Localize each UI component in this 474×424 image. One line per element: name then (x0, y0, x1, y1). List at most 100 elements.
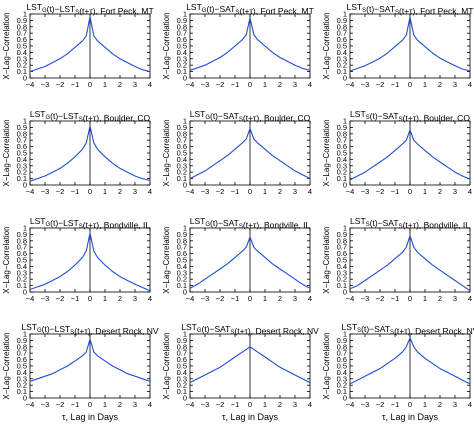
y-tick-label: 0.6 (337, 249, 347, 258)
y-tick-label: 0.6 (17, 35, 27, 44)
y-tick-label: 1 (23, 224, 27, 233)
y-tick-label: 0.3 (337, 54, 347, 63)
y-axis-label: X−Lag−Correlation (322, 12, 331, 79)
x-tick-label: 0 (88, 187, 92, 196)
panel-title: LSTS(t)−SATS(t+τ), Fort Peck, MT (347, 2, 474, 16)
x-tick-label: −2 (56, 294, 65, 303)
x-tick-label: 3 (453, 187, 457, 196)
x-tick-label: 2 (278, 400, 282, 409)
y-tick-label: 0.4 (337, 155, 347, 164)
panel-title: LSTG(t)−SATS(t+τ), Bondville, IL (190, 216, 311, 230)
y-tick-label: 0.8 (17, 236, 27, 245)
x-tick-label: −4 (346, 294, 355, 303)
y-tick-label: 0.3 (17, 54, 27, 63)
x-tick-label: 3 (293, 187, 297, 196)
y-tick-label: 0.5 (17, 362, 27, 371)
y-tick-label: 0.9 (177, 16, 187, 25)
x-tick-label: −3 (361, 187, 370, 196)
y-tick-label: 0.1 (177, 67, 187, 76)
y-tick-label: 0.2 (177, 275, 187, 284)
x-tick-label: 2 (438, 187, 442, 196)
y-axis-label: X−Lag−Correlation (2, 119, 11, 186)
y-tick-label: 0.8 (17, 342, 27, 351)
y-tick-label: 0.1 (177, 174, 187, 183)
y-tick-label: 0.4 (17, 48, 27, 57)
y-tick-label: 0.3 (17, 268, 27, 277)
x-tick-label: 1 (263, 80, 267, 89)
x-axis-label: τ, Lag in Days (222, 412, 279, 422)
y-tick-label: 0.8 (337, 129, 347, 138)
x-tick-label: 4 (308, 187, 312, 196)
y-tick-label: 0 (183, 181, 187, 190)
panel-4: LSTG(t)−SATS(t+τ), Boulder, CO −4 −3 −2 −1 0 1… (162, 109, 312, 196)
y-tick-label: 1 (183, 330, 187, 339)
x-tick-label: −2 (216, 294, 225, 303)
x-tick-label: −1 (71, 294, 80, 303)
y-tick-label: 0.1 (17, 387, 27, 396)
x-tick-label: 0 (408, 294, 412, 303)
x-tick-label: 2 (118, 400, 122, 409)
x-tick-label: 3 (453, 400, 457, 409)
panel-7: LSTG(t)−SATS(t+τ), Bondville, IL −4 −3 −2 −1… (162, 216, 312, 303)
y-tick-label: 0.4 (177, 368, 187, 377)
x-tick-label: −3 (361, 294, 370, 303)
y-tick-label: 0.4 (337, 368, 347, 377)
y-tick-label: 0.5 (17, 42, 27, 51)
x-tick-label: −4 (186, 187, 195, 196)
x-tick-label: 3 (453, 80, 457, 89)
y-tick-label: 1 (23, 330, 27, 339)
y-tick-label: 0.5 (177, 42, 187, 51)
y-tick-label: 1 (343, 224, 347, 233)
panel-title: LSTG(t)−SATS(t+τ), Fort Peck, MT (186, 2, 314, 16)
y-tick-label: 0.9 (337, 230, 347, 239)
y-tick-label: 0.2 (177, 61, 187, 70)
y-tick-label: 1 (23, 117, 27, 126)
y-axis-label: X−Lag−Correlation (2, 332, 11, 399)
y-tick-label: 0.2 (177, 168, 187, 177)
y-tick-label: 0.2 (337, 381, 347, 390)
y-tick-label: 0.2 (17, 275, 27, 284)
y-tick-label: 0 (23, 394, 27, 403)
x-tick-label: 3 (293, 294, 297, 303)
y-axis-label: X−Lag−Correlation (162, 12, 171, 79)
x-tick-label: 2 (438, 400, 442, 409)
y-axis-label: X−Lag−Correlation (322, 226, 331, 293)
x-axis-label: τ, Lag in Days (382, 412, 439, 422)
x-tick-label: 1 (103, 400, 107, 409)
x-tick-label: 1 (423, 400, 427, 409)
y-tick-label: 0.7 (17, 29, 27, 38)
correlation-series-line (189, 128, 311, 180)
y-tick-label: 0.1 (337, 67, 347, 76)
y-tick-label: 0.5 (177, 149, 187, 158)
y-tick-label: 0.7 (17, 243, 27, 252)
panel-title: LSTG(t)−LSTS(t+τ), Bondville, IL (30, 216, 151, 230)
y-tick-label: 0.8 (17, 129, 27, 138)
y-axis-label: X−Lag−Correlation (322, 332, 331, 399)
x-tick-label: 4 (148, 80, 152, 89)
panel-8: LSTS(t)−SATS(t+τ), Bondville, IL −4 −3 −2 −1… (322, 216, 472, 303)
y-tick-label: 0 (183, 394, 187, 403)
x-tick-label: 1 (263, 294, 267, 303)
correlation-series-line (189, 17, 311, 71)
y-tick-label: 0.5 (177, 362, 187, 371)
panel-title: LSTS(t)−SATS(t+τ), Boulder, CO (350, 109, 470, 123)
y-tick-label: 0.4 (177, 262, 187, 271)
y-tick-label: 0.6 (177, 249, 187, 258)
y-tick-label: 0.2 (17, 381, 27, 390)
y-tick-label: 0.9 (337, 16, 347, 25)
x-tick-label: 3 (133, 400, 137, 409)
y-tick-label: 0 (23, 74, 27, 83)
x-tick-label: 1 (423, 294, 427, 303)
y-tick-label: 0.4 (17, 368, 27, 377)
x-axis-label: τ, Lag in Days (62, 412, 119, 422)
x-tick-label: 1 (263, 187, 267, 196)
y-axis-label: X−Lag−Correlation (162, 332, 171, 399)
y-tick-label: 0.5 (337, 362, 347, 371)
x-tick-label: −1 (71, 400, 80, 409)
y-tick-label: 0.1 (337, 387, 347, 396)
x-tick-label: 4 (148, 294, 152, 303)
panel-3: LSTG(t)−LSTS(t+τ), Boulder, CO −4 −3 −2 −1 0 1… (2, 109, 152, 196)
x-tick-label: 3 (133, 187, 137, 196)
x-tick-label: −2 (56, 80, 65, 89)
y-tick-label: 0.6 (337, 142, 347, 151)
